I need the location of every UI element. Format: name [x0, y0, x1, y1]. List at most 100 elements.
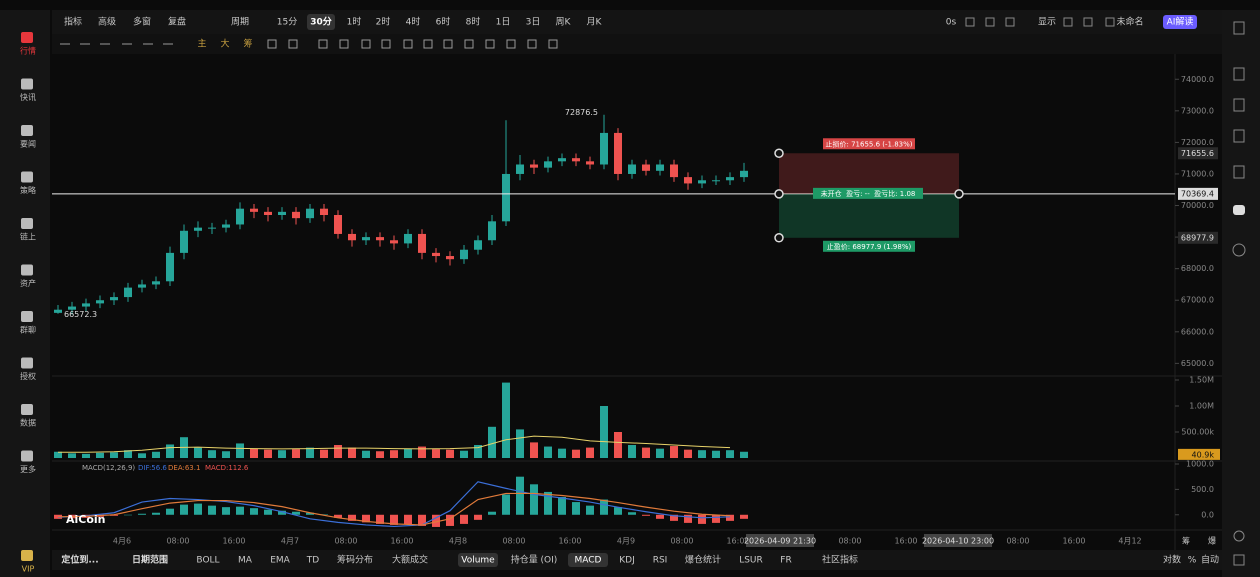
draw-tool-icon[interactable] — [548, 39, 558, 49]
sidebar-icon[interactable] — [21, 264, 33, 276]
indicator-button[interactable]: EMA — [270, 556, 290, 566]
toolbar-item[interactable]: 复盘 — [168, 16, 186, 28]
toolbar-icon[interactable] — [985, 17, 995, 27]
period-button[interactable]: 6时 — [436, 16, 451, 28]
sidebar-icon[interactable] — [21, 404, 33, 415]
pane-button[interactable]: RSI — [653, 556, 668, 566]
sidebar-label[interactable]: 行情 — [20, 46, 36, 56]
sidebar-label[interactable]: 更多 — [20, 464, 36, 474]
toolbar-right-item[interactable]: AI解读 — [1167, 16, 1194, 28]
period-button[interactable]: 2时 — [376, 16, 391, 28]
position-handle[interactable] — [774, 148, 784, 159]
indicator-button[interactable]: MA — [238, 556, 253, 566]
pane-button[interactable]: 持仓量 (OI) — [511, 554, 558, 566]
side-label[interactable]: 爆 — [1208, 536, 1216, 546]
draw-tool-icon[interactable] — [381, 39, 391, 49]
sidebar-label[interactable]: 快讯 — [20, 92, 36, 102]
draw-tool[interactable]: 筹 — [243, 38, 252, 50]
toolbar-right-item[interactable]: 0s — [946, 18, 957, 28]
draw-tool-icon[interactable] — [403, 39, 413, 49]
draw-tool-icon[interactable] — [464, 39, 474, 49]
pane-button[interactable]: LSUR — [739, 556, 763, 566]
period-button[interactable]: 1时 — [347, 16, 362, 28]
sidebar-label[interactable]: 数据 — [20, 418, 36, 428]
bottom-right[interactable]: 对数 — [1163, 554, 1181, 566]
period-button[interactable]: 周K — [556, 17, 572, 28]
period-button[interactable]: 月K — [587, 17, 603, 28]
icon[interactable] — [1233, 554, 1245, 566]
icon[interactable] — [1233, 129, 1245, 143]
sidebar-icon[interactable] — [21, 171, 33, 183]
draw-tool-icon[interactable] — [527, 39, 537, 49]
sidebar-label[interactable]: 链上 — [20, 232, 36, 242]
bottom-right[interactable]: 自动 — [1201, 554, 1219, 566]
pane-button[interactable]: Volume — [461, 556, 495, 566]
icon[interactable] — [1233, 205, 1245, 215]
pane-button[interactable]: MACD — [575, 556, 602, 566]
period-button[interactable]: 4时 — [406, 16, 421, 28]
pane-button[interactable]: KDJ — [619, 556, 635, 566]
period-button[interactable]: 3日 — [526, 17, 541, 28]
toolbar-icon[interactable] — [1105, 17, 1115, 27]
sidebar-icon[interactable] — [21, 78, 33, 90]
draw-tool-icon[interactable] — [423, 39, 433, 49]
sidebar-icon[interactable] — [21, 218, 33, 229]
toolbar-item[interactable]: 周期 — [231, 17, 249, 28]
sidebar-icon[interactable] — [21, 357, 33, 369]
icon[interactable] — [1233, 98, 1245, 112]
position-handle[interactable] — [954, 189, 964, 199]
indicator-button[interactable]: BOLL — [196, 556, 219, 566]
period-button[interactable]: 30分 — [310, 16, 332, 28]
draw-tool-icon[interactable] — [288, 39, 298, 49]
toolbar-icon[interactable] — [1083, 17, 1093, 27]
sidebar-label[interactable]: VIP — [22, 565, 35, 574]
bottom-left[interactable]: 定位到... — [60, 554, 98, 566]
period-button[interactable]: 8时 — [466, 16, 481, 28]
period-button[interactable]: 1日 — [496, 17, 511, 28]
draw-tool-icon[interactable] — [485, 39, 495, 49]
toolbar-item[interactable]: 多窗 — [133, 16, 151, 28]
sidebar-label[interactable]: 群聊 — [20, 325, 36, 335]
icon[interactable] — [1233, 21, 1245, 35]
draw-tool-icon[interactable] — [339, 39, 349, 49]
position-handle[interactable] — [774, 233, 784, 243]
icon[interactable] — [1232, 243, 1246, 257]
sidebar-icon[interactable] — [21, 32, 33, 43]
draw-tool[interactable]: 大 — [220, 38, 229, 50]
draw-tool-icon[interactable] — [506, 39, 516, 49]
sidebar-icon[interactable] — [21, 311, 33, 322]
sidebar-icon[interactable] — [21, 550, 33, 561]
toolbar-right-item[interactable]: 显示 — [1038, 17, 1056, 28]
position-handle[interactable] — [774, 189, 784, 199]
indicator-button[interactable]: TD — [306, 556, 319, 566]
toolbar-icon[interactable] — [1005, 17, 1015, 27]
sidebar-icon[interactable] — [21, 450, 33, 462]
pane-button[interactable]: 社区指标 — [822, 554, 858, 566]
icon[interactable] — [1233, 67, 1245, 81]
toolbar-icon[interactable] — [965, 17, 975, 27]
draw-tool-icon[interactable] — [318, 39, 328, 49]
draw-tool-icon[interactable] — [361, 39, 371, 49]
icon[interactable] — [1233, 530, 1245, 542]
sidebar-label[interactable]: 资产 — [20, 278, 36, 288]
indicator-button[interactable]: 大额成交 — [392, 554, 428, 566]
pane-button[interactable]: FR — [780, 556, 791, 566]
indicator-button[interactable]: 筹码分布 — [337, 554, 373, 566]
period-button[interactable]: 15分 — [277, 17, 297, 28]
pane-button[interactable]: 爆仓统计 — [685, 554, 721, 566]
side-label[interactable]: 筹 — [1182, 536, 1190, 546]
draw-tool-icon[interactable] — [267, 39, 277, 49]
toolbar-item[interactable]: 指标 — [64, 16, 82, 28]
bottom-right[interactable]: % — [1188, 556, 1197, 566]
draw-tool-icon[interactable] — [443, 39, 453, 49]
icon[interactable] — [1233, 165, 1245, 179]
draw-tool[interactable]: 主 — [197, 38, 206, 50]
sidebar-label[interactable]: 授权 — [20, 371, 36, 381]
toolbar-icon[interactable] — [1063, 17, 1073, 27]
toolbar-right-item[interactable]: 未命名 — [1116, 16, 1143, 28]
bottom-left[interactable]: 日期范围 — [132, 554, 168, 566]
sidebar-label[interactable]: 要闻 — [20, 140, 36, 149]
toolbar-item[interactable]: 高级 — [98, 16, 116, 28]
sidebar-label[interactable]: 策略 — [20, 185, 36, 195]
sidebar-icon[interactable] — [21, 125, 33, 136]
